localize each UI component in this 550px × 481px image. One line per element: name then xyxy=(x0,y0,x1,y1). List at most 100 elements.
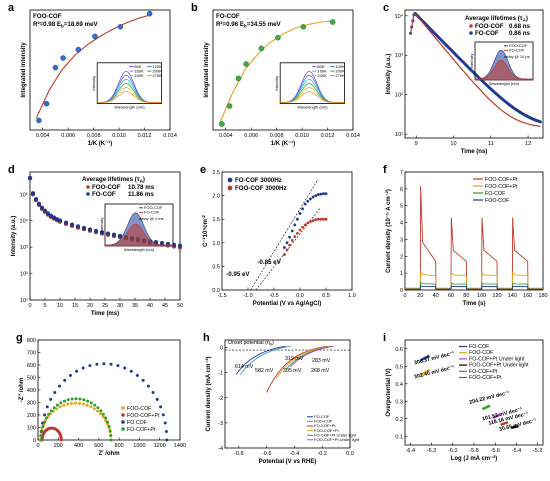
y-tick-label: 800 xyxy=(27,338,36,344)
x-tick-label: 80 xyxy=(463,293,469,299)
tafel-line xyxy=(420,368,431,377)
decay-point xyxy=(57,218,63,223)
legend-marker xyxy=(86,185,90,189)
x-tick-label: 0.0 xyxy=(346,451,354,457)
x-tick-label: -0.6 xyxy=(262,451,271,457)
onset-value-label: 614 mV xyxy=(235,364,254,370)
x-axis-label: Time (ms) xyxy=(91,311,119,317)
decay-point xyxy=(93,228,99,234)
inset-spectrum xyxy=(280,79,345,103)
onset-value-label: 305 mV xyxy=(283,368,302,374)
nyquist-point xyxy=(99,409,103,413)
tafel-slope-label: 306.37 mV dec⁻¹ xyxy=(414,351,456,367)
y-label-sup: -2 xyxy=(201,215,206,219)
panel-e: -1.5 -1.0 -0.5 0.0 0.5 1.0 0.0 0.5 1.0 1.5 2.0 2.5 P… xyxy=(200,164,356,307)
y-tick-label: 10² xyxy=(395,93,403,99)
legend-label: FO-COF+Pt Under light xyxy=(469,356,525,362)
data-point xyxy=(226,103,233,109)
legend-label: FO-COF 3000Hz xyxy=(235,177,282,184)
plot-frame xyxy=(404,171,544,291)
inset-y-label: Intensity xyxy=(469,54,474,69)
nyquist-point xyxy=(159,405,163,409)
x-tick-label: -0.8 xyxy=(234,451,243,457)
mott-schottky-point xyxy=(309,197,312,201)
y-tick-label: 0.0 xyxy=(212,288,220,294)
annotation-foo-cof: -0.85 eV xyxy=(257,259,281,266)
nyquist-point xyxy=(81,366,85,370)
inset-x-label: Wavelength (nm) xyxy=(114,105,145,110)
x-tick-label: -0.5 xyxy=(269,293,278,299)
decay-point xyxy=(63,220,69,225)
nyquist-point xyxy=(163,421,167,425)
y-tick-label: 0.1 xyxy=(395,434,403,440)
inset-legend-label: 200K xyxy=(152,68,162,73)
tafel-slope-label: 302.40 mV dec⁻¹ xyxy=(414,365,456,381)
nyquist-point xyxy=(107,424,111,428)
x-axis-label: Potential (V vs RHE) xyxy=(259,459,317,465)
legend-value: 0.86 ns xyxy=(509,30,531,37)
inset-legend-label: 270K xyxy=(152,73,162,78)
nyquist-point xyxy=(68,373,72,377)
data-point xyxy=(75,46,82,53)
inset-spectrum xyxy=(97,91,162,103)
plot-frame xyxy=(404,9,544,139)
nyquist-point xyxy=(43,420,47,424)
nyquist-point xyxy=(70,397,74,401)
legend-title-text: Average lifetimes (τ xyxy=(82,176,140,183)
y-axis-label: -Z'' /ohm xyxy=(19,378,25,403)
onset-label-end: ) xyxy=(272,340,274,346)
nyquist-point xyxy=(55,407,59,411)
x-axis-label: Potential (V vs Ag/AgCl) xyxy=(253,301,321,307)
data-point xyxy=(117,24,124,30)
legend-marker xyxy=(121,406,125,410)
x-tick-label: 0.012 xyxy=(321,133,335,139)
onset-label: Onset potential (η0) xyxy=(228,340,274,346)
y-tick-label: 2.5 xyxy=(212,170,220,176)
legend-marker xyxy=(86,192,90,196)
nyquist-point xyxy=(108,429,112,433)
legend-label: FOO-COF+Pt Under light xyxy=(469,363,529,369)
nyquist-point xyxy=(101,412,105,416)
x-axis-label: 1/K (K⁻¹) xyxy=(88,140,113,147)
inset-legend-label: 240K xyxy=(134,73,144,78)
legend-label: FO-COF xyxy=(314,414,330,419)
decay-point xyxy=(177,243,183,248)
tafel-line xyxy=(510,424,519,430)
nyquist-point xyxy=(43,413,47,417)
plot-frame xyxy=(29,9,171,131)
nyquist-point xyxy=(44,416,48,420)
panel-h: -0.8 -0.6 -0.4 -0.2 0.0 -4 -3 -2 -1 0 Potential (V… xyxy=(203,332,360,465)
inset-spectrum xyxy=(97,79,162,103)
inset-legend-label: 120K xyxy=(335,64,345,69)
y-tick-label: 1.0 xyxy=(212,241,220,247)
nyquist-point xyxy=(85,403,89,407)
fit-annotation: R²=0.98 Eb=18.69 meV xyxy=(33,21,99,29)
y-tick-label: 10⁴ xyxy=(20,218,29,225)
fit-eb: =34.55 meV xyxy=(247,21,282,28)
nyquist-point xyxy=(89,401,93,405)
legend-label: FO-COF xyxy=(485,191,506,197)
decay-point xyxy=(33,196,39,202)
inset-legend-label: 240K xyxy=(317,73,327,78)
photocurrent-trace xyxy=(405,185,543,289)
y-axis-label: Intensity (a.u.) xyxy=(11,216,17,257)
nyquist-point xyxy=(49,397,53,401)
plot-frame xyxy=(221,171,353,291)
photocurrent-trace xyxy=(405,285,543,290)
nyquist-point xyxy=(151,390,155,394)
y-tick-label: 10³ xyxy=(395,53,403,59)
nyquist-point xyxy=(70,401,74,405)
fit-r2: R²=0.96 E xyxy=(216,21,244,28)
y-axis-label: Current density (mA cm⁻²) xyxy=(205,357,212,432)
data-point xyxy=(219,121,225,127)
decay-point xyxy=(45,211,51,216)
y-tick-label: 10¹ xyxy=(20,298,28,304)
y-tick-label: 10⁴ xyxy=(395,13,404,20)
inset-legend-label: 160K xyxy=(317,68,327,73)
onset-label-text: Onset potential (η xyxy=(228,340,270,346)
panel-a: 0.004 0.006 0.008 0.010 0.012 0.014 1/K (K⁻¹) I… xyxy=(8,2,177,147)
nyquist-point xyxy=(59,401,63,405)
onset-value-label: 268 mV xyxy=(311,368,330,374)
x-tick-label: -5.2 xyxy=(533,448,542,454)
